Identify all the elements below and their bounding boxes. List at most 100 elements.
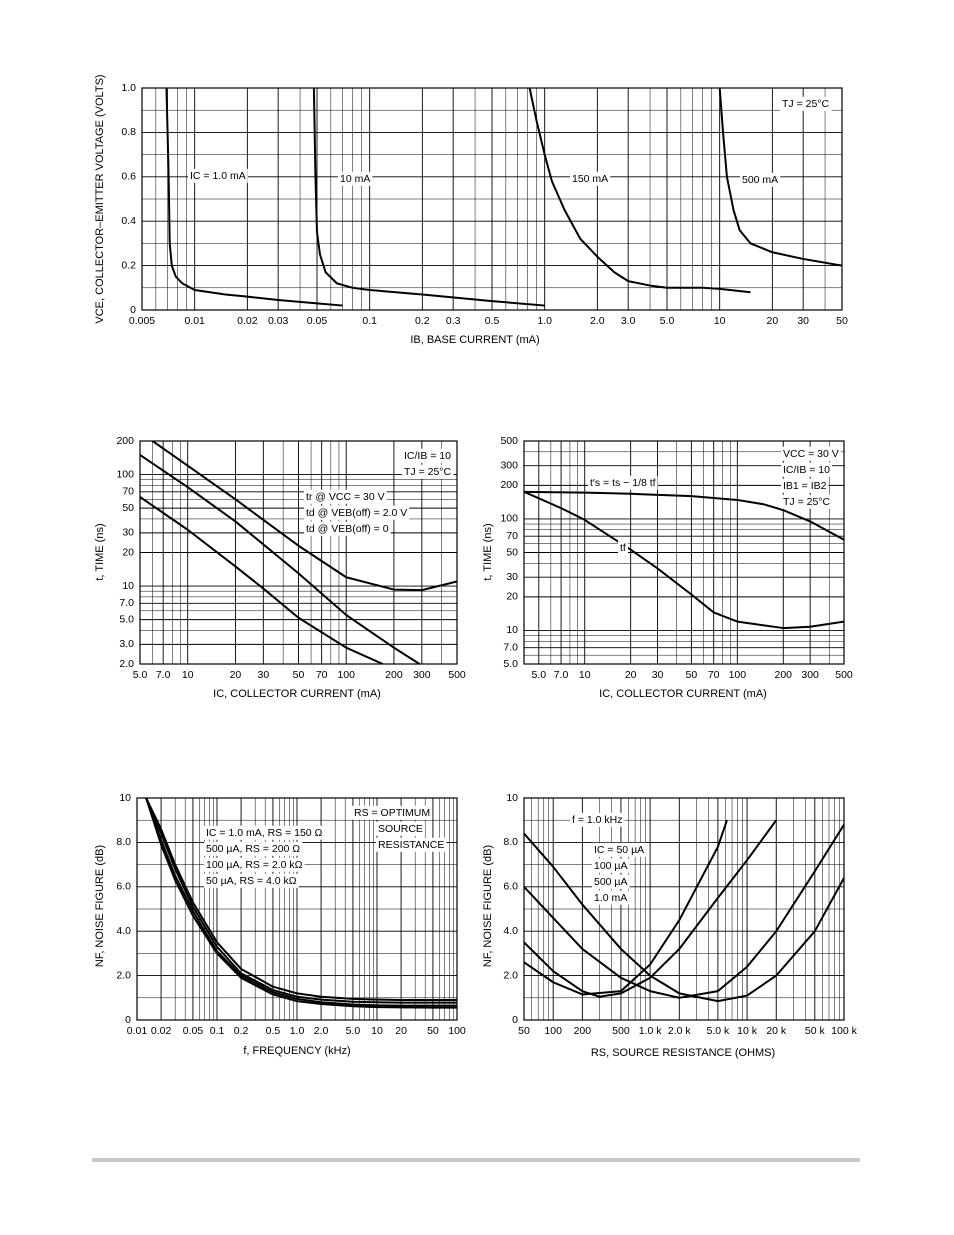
x-tick-label: 0.1: [362, 315, 377, 327]
series-label: 100 µA: [594, 860, 628, 872]
x-tick-label: 0.5: [266, 1025, 281, 1037]
series-label: 500 mA: [742, 174, 778, 186]
label-background: [376, 837, 447, 852]
y-tick-label: 2.0: [119, 658, 134, 670]
label-background: [402, 448, 454, 463]
series-line: [524, 832, 844, 1003]
x-tick-label: 5.0: [346, 1025, 361, 1037]
series-label: tr @ VCC = 30 V: [306, 491, 385, 503]
y-tick-label: 5.0: [119, 613, 134, 625]
chart: 0.005 0.01 0.02 0.03 0.05 0.1 0.2 0.3 0.5 1.0 2.0 3…: [94, 74, 848, 346]
label-background: [304, 505, 410, 520]
label-background: [592, 842, 647, 857]
y-tick-label: 0.8: [121, 126, 136, 138]
y-tick-label: 1.0: [121, 82, 136, 94]
x-tick-label: 5.0: [133, 669, 148, 681]
annotation: IB1 = IB2: [783, 480, 827, 492]
x-tick-label: 2.0 k: [668, 1025, 692, 1037]
series-line: [524, 819, 778, 998]
x-tick-label: 100: [729, 669, 747, 681]
x-tick-label: 7.0: [156, 669, 171, 681]
x-tick-label: 200: [775, 669, 793, 681]
y-tick-label: 3.0: [119, 638, 134, 650]
x-tick-label: 100 k: [831, 1025, 857, 1037]
plot-frame: [139, 440, 458, 665]
x-tick-label: 1.0: [290, 1025, 305, 1037]
annotation: TJ = 25°C: [404, 466, 452, 478]
series-label: td @ VEB(off) = 0: [306, 523, 389, 535]
y-tick-label: 50: [506, 546, 518, 558]
y-tick-label: 7.0: [503, 641, 518, 653]
series-line: [140, 496, 384, 664]
y-axis-title: NF, NOISE FIGURE (dB): [482, 845, 494, 967]
x-tick-label: 5.0: [660, 315, 675, 327]
annotation: TJ = 25°C: [782, 98, 830, 110]
x-tick-label: 100: [337, 669, 355, 681]
x-tick-label: 200: [385, 669, 403, 681]
series-line: [165, 88, 343, 307]
y-tick-label: 0.2: [121, 259, 136, 271]
x-tick-label: 20: [625, 669, 637, 681]
y-tick-label: 4.0: [116, 925, 131, 937]
series-line: [524, 824, 844, 999]
y-tick-label: 30: [506, 571, 518, 583]
x-tick-label: 2.0: [590, 315, 605, 327]
x-tick-label: 0.2: [415, 315, 430, 327]
x-tick-label: 0.05: [307, 315, 328, 327]
x-tick-label: 10: [371, 1025, 383, 1037]
label-background: [376, 821, 425, 836]
y-tick-label: 0.6: [121, 171, 136, 183]
x-tick-label: 0.05: [183, 1025, 204, 1037]
y-tick-label: 10: [506, 624, 518, 636]
x-tick-label: 20: [395, 1025, 407, 1037]
x-tick-label: 0.02: [151, 1025, 172, 1037]
y-tick-label: 2.0: [503, 969, 518, 981]
series-line: [151, 441, 457, 592]
y-tick-label: 20: [506, 591, 518, 603]
footer-rule: [92, 1158, 860, 1162]
chart: 0.01 0.02 0.05 0.1 0.2 0.5 1.0 2.0 5.0 10 20 50 100 0…: [94, 792, 466, 1057]
y-tick-label: 50: [122, 502, 134, 514]
y-tick-label: 300: [500, 460, 518, 472]
x-tick-label: 50: [836, 315, 848, 327]
y-tick-label: 4.0: [503, 925, 518, 937]
x-tick-label: 70: [316, 669, 328, 681]
y-axis-title: VCE, COLLECTOR–EMITTER VOLTAGE (VOLTS): [94, 74, 106, 323]
x-tick-label: 0.01: [184, 315, 205, 327]
label-background: [618, 540, 628, 555]
series-label: tf: [620, 542, 626, 554]
y-tick-label: 200: [500, 479, 518, 491]
x-axis-title: f, FREQUENCY (kHz): [243, 1045, 350, 1057]
label-background: [570, 812, 625, 827]
label-background: [304, 489, 387, 504]
x-tick-label: 20 k: [766, 1025, 787, 1037]
y-tick-label: 100: [500, 513, 518, 525]
x-axis-title: IC, COLLECTOR CURRENT (mA): [599, 688, 767, 700]
annotation: f = 1.0 kHz: [572, 814, 622, 826]
label-background: [781, 446, 841, 461]
x-tick-label: 10 k: [737, 1025, 758, 1037]
series-label: 100 µA, RS = 2.0 kΩ: [206, 859, 303, 871]
x-tick-label: 50: [686, 669, 698, 681]
x-tick-label: 20: [230, 669, 242, 681]
x-tick-label: 0.1: [210, 1025, 225, 1037]
x-tick-label: 500: [835, 669, 853, 681]
series-line: [145, 798, 457, 1002]
y-tick-label: 7.0: [119, 597, 134, 609]
x-tick-label: 0.5: [485, 315, 500, 327]
x-tick-label: 10: [579, 669, 591, 681]
x-tick-label: 0.02: [237, 315, 258, 327]
series-line: [718, 88, 842, 267]
series-label: 1.0 mA: [594, 892, 627, 904]
label-background: [592, 858, 630, 873]
x-tick-label: 1.0 k: [639, 1025, 663, 1037]
series-label: IC = 1.0 mA: [190, 170, 246, 182]
x-tick-label: 100: [544, 1025, 562, 1037]
series-line: [524, 819, 728, 996]
series-line: [524, 490, 844, 630]
y-tick-label: 20: [122, 546, 134, 558]
x-tick-label: 50: [293, 669, 305, 681]
y-tick-label: 500: [500, 435, 518, 447]
x-tick-label: 50 k: [805, 1025, 826, 1037]
y-tick-label: 2.0: [116, 969, 131, 981]
